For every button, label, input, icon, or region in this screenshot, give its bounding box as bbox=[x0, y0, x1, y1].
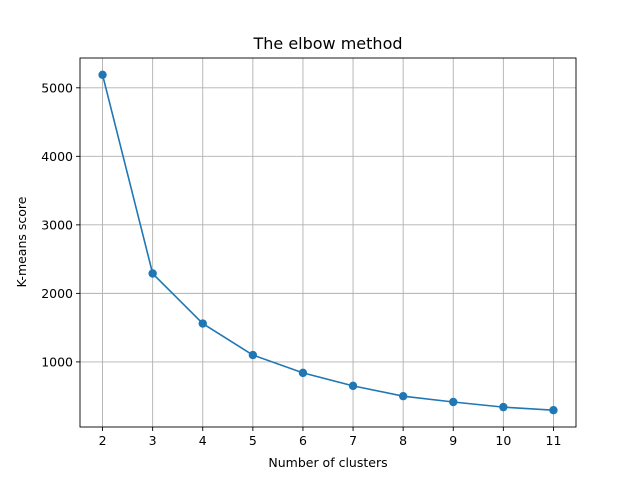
x-tick-label: 5 bbox=[249, 433, 257, 448]
data-point bbox=[298, 368, 308, 378]
data-point bbox=[148, 269, 157, 278]
x-tick-label: 7 bbox=[349, 433, 357, 448]
data-point bbox=[98, 70, 107, 79]
x-tick-label: 2 bbox=[99, 433, 107, 448]
x-tick-label: 4 bbox=[199, 433, 207, 448]
data-point bbox=[348, 381, 358, 391]
data-point bbox=[248, 350, 258, 360]
x-axis-label: Number of clusters bbox=[268, 455, 387, 470]
y-axis: 1000 2000 3000 4000 5000 bbox=[41, 80, 80, 369]
y-tick-label: 2000 bbox=[41, 286, 73, 301]
series-line bbox=[101, 74, 554, 412]
data-point bbox=[549, 406, 558, 415]
chart-title: The elbow method bbox=[252, 34, 402, 53]
data-point bbox=[499, 402, 508, 412]
x-tick-label: 11 bbox=[546, 433, 562, 448]
x-tick-label: 3 bbox=[149, 433, 157, 448]
series-layer bbox=[98, 70, 558, 415]
data-point bbox=[449, 397, 458, 407]
y-tick-label: 1000 bbox=[41, 354, 73, 369]
y-tick-label: 4000 bbox=[41, 149, 73, 164]
data-point bbox=[398, 391, 408, 401]
grid bbox=[80, 58, 576, 427]
plot-area bbox=[80, 58, 576, 427]
y-tick-label: 3000 bbox=[41, 217, 73, 232]
x-tick-label: 6 bbox=[299, 433, 307, 448]
y-tick-label: 5000 bbox=[41, 80, 73, 95]
plot-frame bbox=[79, 57, 577, 428]
data-point bbox=[198, 319, 207, 328]
x-tick-label: 10 bbox=[495, 433, 511, 448]
x-tick-label: 9 bbox=[449, 433, 457, 448]
x-tick-label: 8 bbox=[399, 433, 407, 448]
y-axis-label: K-means score bbox=[14, 196, 29, 287]
x-axis: 2 3 4 5 6 7 8 9 10 11 bbox=[99, 427, 562, 448]
